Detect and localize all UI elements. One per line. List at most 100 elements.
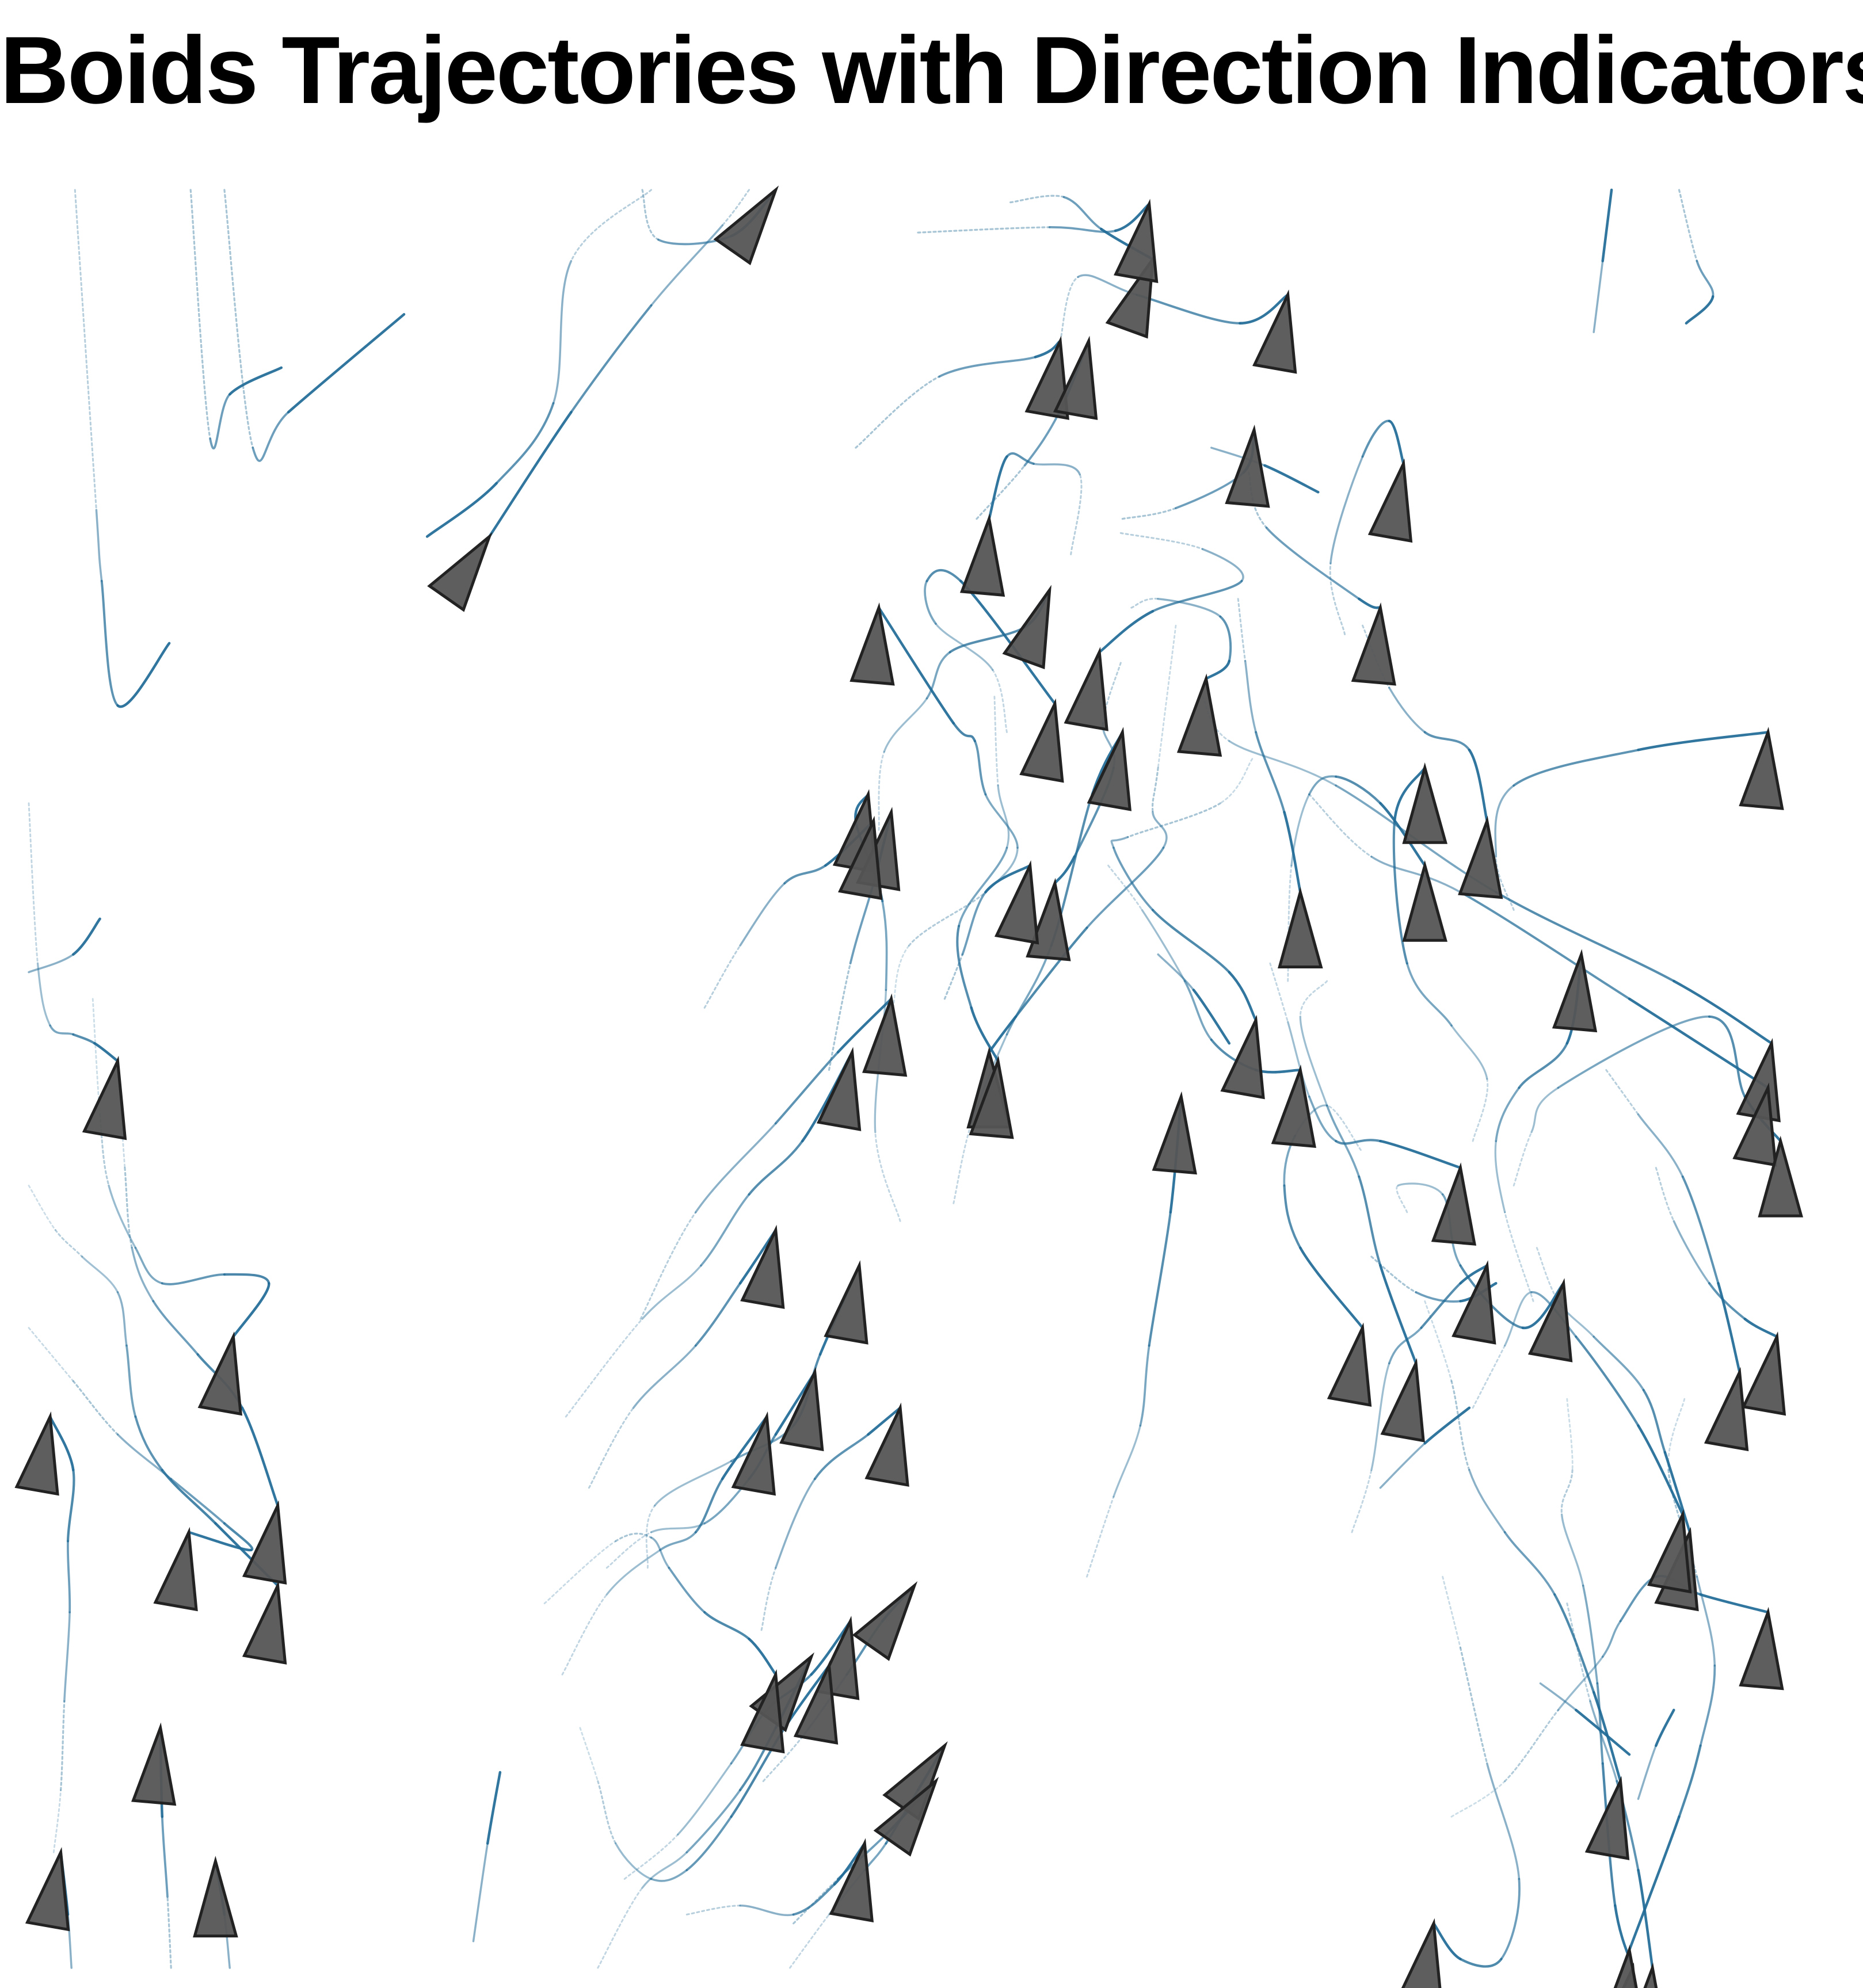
direction-arrow	[1024, 335, 1069, 420]
trajectory-segment	[1151, 909, 1230, 974]
trajectory-segment	[855, 375, 940, 449]
trajectory-segment	[668, 1566, 706, 1613]
trajectory-segment	[1592, 1335, 1645, 1391]
trajectory-segment	[892, 944, 910, 1009]
trajectory-segment	[287, 313, 406, 414]
trajectory-segment	[1628, 1815, 1681, 1952]
trajectory-segment	[1486, 1762, 1521, 1880]
trajectory-segment	[425, 482, 498, 538]
trajectory-segment	[588, 1407, 635, 1489]
trajectory-segment	[209, 393, 231, 450]
trajectory-segment	[1628, 997, 1770, 1089]
trajectory-segment	[131, 1246, 155, 1303]
trajectory-segment	[1589, 1700, 1618, 1783]
trajectory-segment	[1151, 579, 1243, 613]
trajectory-segment	[166, 1895, 172, 1969]
direction-arrow	[1367, 458, 1413, 543]
trajectory-segment	[938, 356, 1037, 378]
trajectory-segment	[836, 997, 893, 1054]
trajectory-segment	[28, 1327, 74, 1382]
trajectory-segment	[694, 1478, 724, 1533]
trajectory-segment	[1005, 452, 1035, 465]
trajectory-segment	[1009, 194, 1065, 204]
trajectory-segment	[1495, 1086, 1521, 1142]
direction-arrow	[1552, 949, 1598, 1033]
trajectory-segment	[1059, 276, 1079, 342]
boid-trajectory	[579, 1664, 830, 1882]
direction-arrow	[959, 513, 1005, 597]
trajectory-segment	[615, 1842, 653, 1880]
trajectory-segment	[1370, 1362, 1390, 1471]
trajectory-segment	[1678, 1744, 1702, 1818]
boid-trajectory	[92, 998, 271, 1338]
direction-arrow	[1704, 1367, 1749, 1452]
trajectory-segment	[36, 962, 51, 1027]
trajectory-segment	[1553, 1593, 1595, 1694]
direction-arrow	[1114, 199, 1159, 284]
trajectory-segment	[1086, 1495, 1115, 1578]
trajectory-segment	[650, 1522, 706, 1533]
trajectory-segment	[1601, 1620, 1622, 1658]
trajectory-segment	[100, 579, 119, 707]
trajectory-segment	[108, 1184, 137, 1249]
direction-arrow	[1002, 585, 1051, 670]
trajectory-segment	[28, 1185, 56, 1231]
direction-arrow	[131, 1722, 177, 1806]
trajectory-segment	[1085, 846, 1165, 929]
direction-arrow	[1176, 673, 1222, 757]
trajectory-segment	[605, 1549, 661, 1596]
trajectory-segment	[1560, 1469, 1574, 1516]
trajectory-segment	[1575, 1335, 1640, 1427]
trajectory-segment	[1423, 731, 1470, 751]
trajectory-segment	[1442, 1575, 1461, 1649]
trajectory-segment	[1283, 1184, 1302, 1249]
trajectory-segment	[1263, 464, 1320, 494]
direction-arrow	[1220, 1014, 1265, 1100]
trajectory-segment	[486, 1770, 502, 1845]
trajectory-segment	[924, 579, 937, 625]
trajectory-segment	[81, 1256, 119, 1293]
trajectory-segment	[1681, 1176, 1720, 1285]
boid-trajectory	[1157, 953, 1231, 1045]
direction-arrow	[1584, 1776, 1630, 1860]
trajectory-segment	[953, 1122, 973, 1204]
trajectory-segment	[1582, 1584, 1599, 1685]
trajectory-segment	[597, 1780, 617, 1845]
boid-trajectory	[1329, 419, 1405, 635]
trajectory-segment	[948, 626, 1026, 654]
trajectory-segment	[970, 1006, 1000, 1063]
direction-arrow	[153, 1527, 198, 1612]
trajectory-segment	[1157, 624, 1177, 769]
trajectory-segment	[878, 750, 885, 831]
trajectory-segment	[925, 651, 951, 700]
trajectory-segment	[1113, 1424, 1141, 1498]
trajectory-segment	[134, 1246, 163, 1285]
boid-trajectory	[1560, 1398, 1635, 1970]
trajectory-segment	[570, 304, 653, 414]
trajectory-segment	[1098, 610, 1155, 654]
boid-trajectory	[117, 1060, 279, 1507]
trajectory-segment	[1424, 1300, 1453, 1382]
trajectory-segment	[984, 864, 1031, 894]
trajectory-segment	[1379, 1139, 1462, 1169]
trajectory-segment	[1678, 189, 1698, 262]
boid-trajectory	[1637, 1708, 1675, 1800]
boid-trajectory	[28, 802, 119, 1063]
trajectory-segment	[685, 1789, 741, 1854]
trajectory-segment	[650, 1869, 688, 1882]
trajectory-segment	[1023, 413, 1060, 467]
boid-trajectory	[1450, 1574, 1770, 1818]
trajectory-segment	[1500, 1878, 1521, 1960]
trajectory-segment	[760, 1567, 777, 1631]
direction-arrow	[1152, 1091, 1197, 1175]
trajectory-segment	[881, 900, 888, 991]
trajectory-segment	[721, 189, 750, 227]
boid-trajectory	[1121, 428, 1256, 520]
direction-arrow	[1431, 1162, 1477, 1246]
trajectory-segment	[1495, 891, 1675, 983]
trajectory-segment	[1157, 597, 1222, 618]
trajectory-segment	[1113, 846, 1154, 911]
direction-arrow	[25, 1846, 70, 1932]
trajectory-segment	[997, 784, 1010, 849]
